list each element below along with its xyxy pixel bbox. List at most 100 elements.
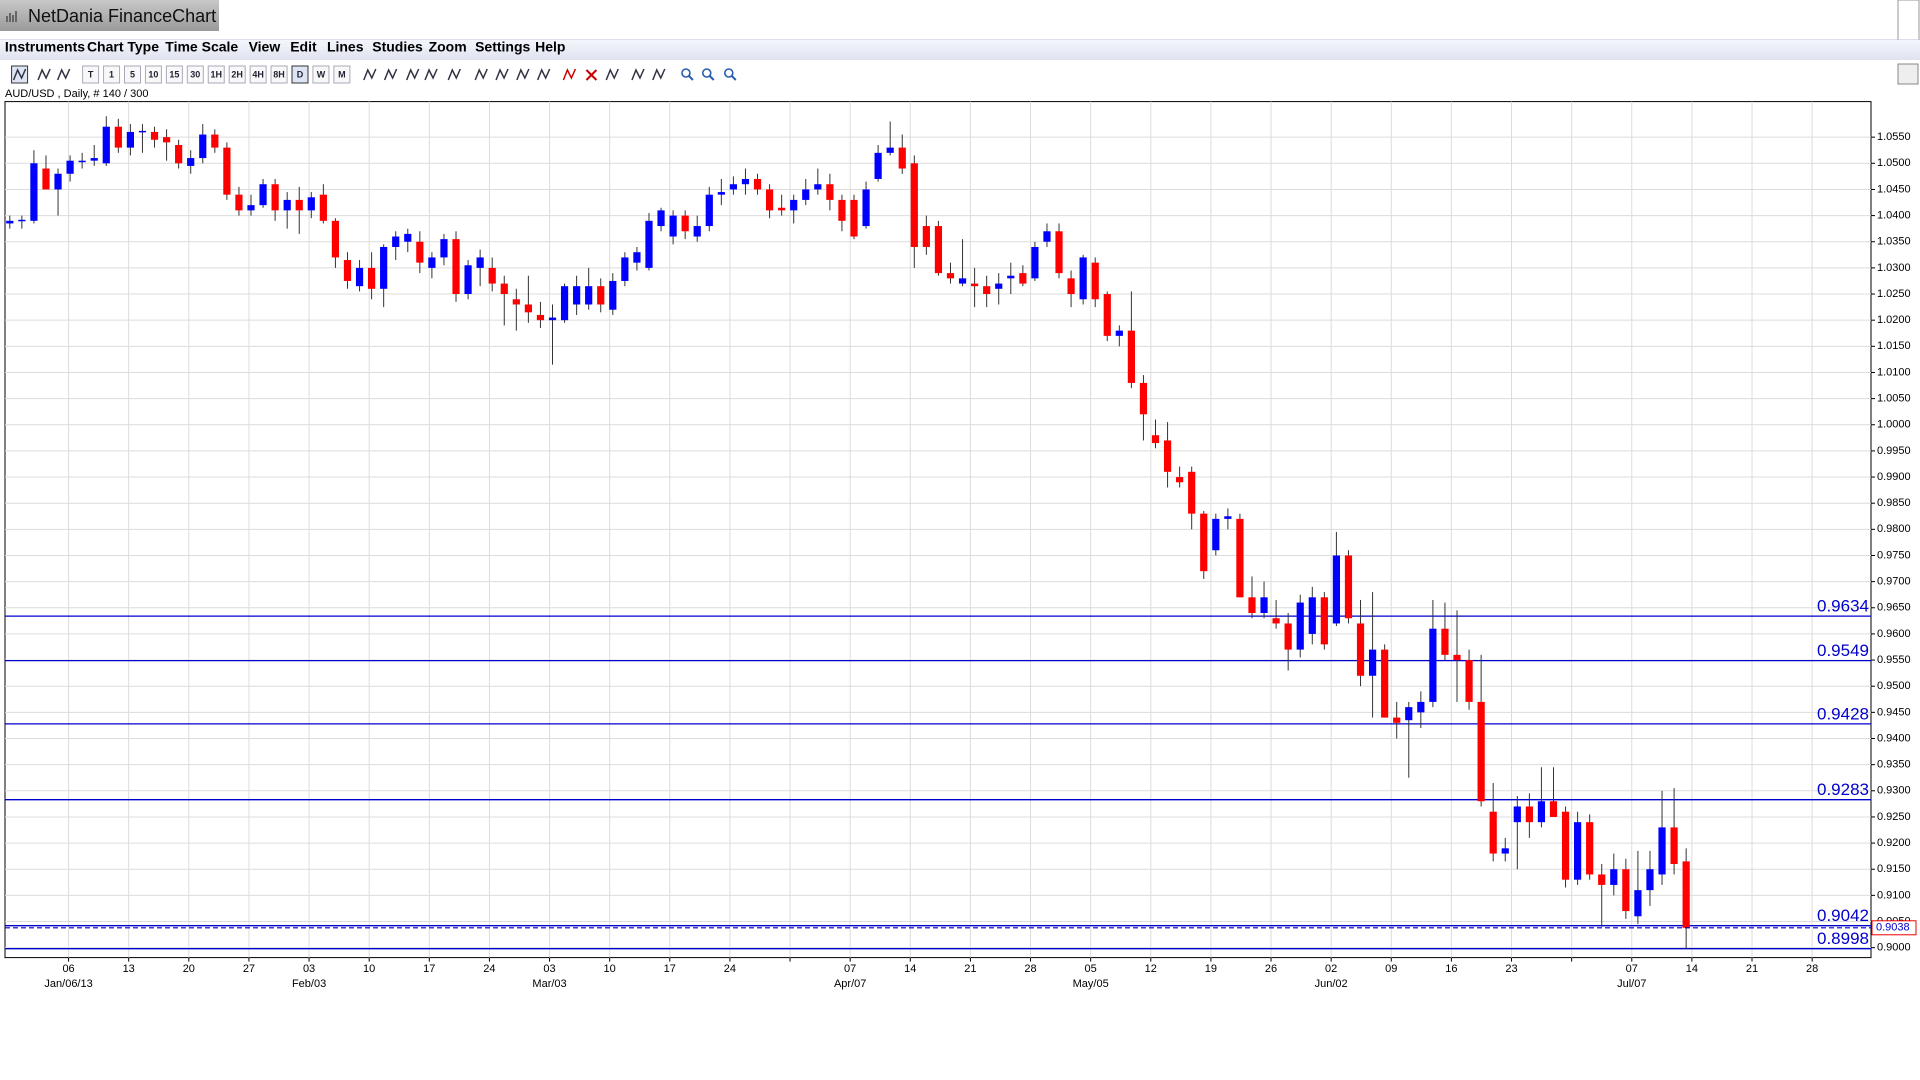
candle-body <box>1586 822 1594 875</box>
candle-body <box>1441 628 1449 655</box>
y-tick-label: 0.9700 <box>1877 576 1911 588</box>
candle-body <box>922 226 930 247</box>
candle-body <box>1296 602 1304 650</box>
toolbar-glyph <box>424 68 438 81</box>
toolbar-button[interactable] <box>82 65 100 84</box>
toolbar-button[interactable] <box>249 65 267 84</box>
candle-body <box>295 199 303 211</box>
toolbar-button[interactable] <box>228 65 246 84</box>
candle-body <box>1236 518 1244 598</box>
candle-body <box>235 194 243 211</box>
toolbar-icon[interactable] <box>679 66 695 83</box>
toolbar-glyph <box>447 68 461 81</box>
toolbar-icon[interactable] <box>722 66 738 83</box>
candle-body <box>971 283 979 287</box>
toolbar-icon[interactable] <box>362 66 378 83</box>
level-label: 0.9549 <box>1817 641 1869 660</box>
candle-body <box>1007 275 1015 279</box>
x-tick-label: 28 <box>1024 963 1036 975</box>
toolbar-icon[interactable] <box>515 66 531 83</box>
menu-item[interactable]: Zoom <box>429 39 467 55</box>
toolbar-icon[interactable] <box>494 66 510 83</box>
toolbar-glyph <box>652 68 666 81</box>
menu-item[interactable]: Time Scale <box>165 39 238 55</box>
toolbar-icon[interactable] <box>604 66 620 83</box>
toolbar-button[interactable] <box>165 65 183 84</box>
menu-item[interactable]: Studies <box>372 39 423 55</box>
candle-body <box>1284 623 1292 650</box>
x-tick-label: 10 <box>604 963 616 975</box>
menu-item[interactable]: Help <box>535 39 565 55</box>
toolbar-button[interactable] <box>186 65 204 84</box>
candle-body <box>1031 246 1039 279</box>
menu-item[interactable]: Chart Type <box>87 39 159 55</box>
menu-item[interactable]: Lines <box>327 39 364 55</box>
x-tick-label: 03 <box>303 963 315 975</box>
toolbar-button[interactable] <box>144 65 162 84</box>
toolbar-button[interactable] <box>123 65 141 84</box>
candle-body <box>717 192 725 195</box>
y-tick-label: 0.9850 <box>1877 497 1911 509</box>
y-tick-label: 1.0050 <box>1877 393 1911 405</box>
toolbar-icon[interactable] <box>11 65 29 84</box>
candle-body <box>838 199 846 221</box>
toolbar-icon[interactable] <box>630 66 646 83</box>
toolbar-icon[interactable] <box>700 66 716 83</box>
toolbar-icon[interactable] <box>446 66 462 83</box>
toolbar-corner-button[interactable] <box>1897 63 1919 85</box>
toolbar-icon[interactable] <box>36 66 52 83</box>
candle-body <box>331 220 340 258</box>
toolbar-icon[interactable] <box>383 66 399 83</box>
toolbar-button[interactable] <box>291 65 309 84</box>
candle-body <box>1561 811 1570 880</box>
candle-body <box>1368 649 1377 676</box>
candle-body <box>1622 869 1630 912</box>
toolbar-icon[interactable] <box>536 66 552 83</box>
toolbar-button[interactable] <box>312 65 330 84</box>
y-tick-label: 0.9450 <box>1877 706 1911 718</box>
toolbar-icon[interactable] <box>651 66 667 83</box>
x-tick-label: 26 <box>1265 963 1277 975</box>
toolbar-icon[interactable] <box>423 66 439 83</box>
toolbar-button-label: 1 <box>109 69 114 79</box>
toolbar-glyph <box>631 68 645 81</box>
toolbar-icon[interactable] <box>561 66 577 83</box>
candle-body <box>958 278 967 284</box>
menu-item[interactable]: View <box>249 39 281 55</box>
candle-body <box>319 194 327 221</box>
toolbar-button-label: 1H <box>210 69 222 79</box>
y-tick-label: 1.0550 <box>1877 131 1911 143</box>
candle-body <box>42 168 50 190</box>
candle-body <box>1248 597 1256 614</box>
candle-body <box>199 134 207 159</box>
candle-body <box>367 267 376 289</box>
candle-body <box>54 173 62 190</box>
y-tick-label: 0.9400 <box>1877 732 1911 744</box>
menu-item[interactable]: Instruments <box>5 39 85 55</box>
y-tick-label: 0.9750 <box>1877 549 1911 561</box>
toolbar-button[interactable] <box>270 65 288 84</box>
last-price-label: 0.9038 <box>1876 922 1910 934</box>
toolbar-icon[interactable] <box>473 66 489 83</box>
toolbar-button[interactable] <box>207 65 225 84</box>
menu-item[interactable]: Edit <box>290 39 317 55</box>
toolbar-icon[interactable] <box>583 66 599 83</box>
candle-body <box>585 286 593 305</box>
y-tick-label: 1.0200 <box>1877 314 1911 326</box>
y-tick-label: 0.9100 <box>1877 889 1911 901</box>
candle-body <box>826 184 834 200</box>
candle-body <box>741 178 750 185</box>
candle-body <box>778 207 786 211</box>
y-tick-label: 1.0250 <box>1877 288 1911 300</box>
y-tick-label: 0.9600 <box>1877 628 1911 640</box>
candle-body <box>1525 806 1533 823</box>
toolbar-icon[interactable] <box>56 66 72 83</box>
menu-item[interactable]: Settings <box>475 39 530 55</box>
toolbar-button[interactable] <box>333 65 351 84</box>
app-icon <box>6 11 17 22</box>
candle-body <box>392 236 400 247</box>
candle-body <box>271 184 279 211</box>
toolbar-icon[interactable] <box>405 66 421 83</box>
toolbar-button[interactable] <box>103 65 121 84</box>
toolbar-glyph <box>724 68 734 78</box>
